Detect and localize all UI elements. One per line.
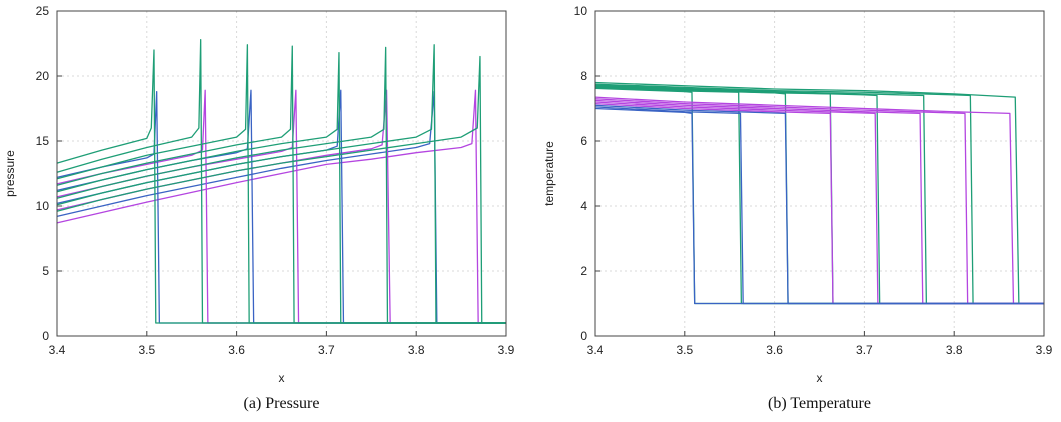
x-tick-label: 3.4 [49, 343, 66, 357]
series-line [56, 55, 506, 324]
temperature-chart: 3.4 3.5 3.6 3.7 3.8 3.9 0 2 4 6 8 10 x temperature (b)… [542, 4, 1053, 412]
chart-caption: (a) Pressure [244, 395, 320, 412]
x-tick-label: 3.7 [856, 343, 873, 357]
y-tick-label: 2 [580, 264, 587, 278]
series-line [594, 96, 1044, 305]
y-tick-label: 25 [36, 4, 50, 18]
series-line [56, 89, 506, 324]
y-tick-label: 10 [574, 4, 588, 18]
x-tick-label: 3.5 [676, 343, 693, 357]
series-line [594, 101, 1044, 305]
x-axis-title: x [817, 371, 823, 385]
series-line [594, 102, 1044, 305]
x-tick-label: 3.5 [138, 343, 155, 357]
pressure-chart: 3.4 3.5 3.6 3.7 3.8 3.9 0 5 10 15 20 25 x pressure (a)… [3, 4, 515, 412]
x-tick-label: 3.8 [946, 343, 963, 357]
series-line [594, 81, 1044, 305]
plot-frame [56, 10, 507, 337]
y-tick-label: 5 [42, 264, 49, 278]
series-line [594, 104, 1044, 305]
series-line [56, 44, 506, 324]
x-tick-label: 3.6 [766, 343, 783, 357]
y-tick-label: 0 [42, 329, 49, 343]
series-line [56, 45, 506, 324]
series-line [56, 51, 506, 324]
y-tick-label: 0 [580, 329, 587, 343]
series-group [56, 38, 506, 324]
y-axis-title: temperature [542, 141, 556, 206]
x-tick-label: 3.9 [1036, 343, 1053, 357]
x-tick-label: 3.4 [587, 343, 604, 357]
y-tick-label: 15 [36, 134, 50, 148]
series-line [594, 106, 1044, 305]
y-tick-label: 4 [580, 199, 587, 213]
series-group [594, 81, 1044, 305]
series-line [594, 83, 1044, 305]
y-axis-title: pressure [3, 150, 17, 197]
series-line [594, 99, 1044, 305]
x-tick-label: 3.7 [318, 343, 335, 357]
x-axis-title: x [279, 371, 285, 385]
chart-caption: (b) Temperature [768, 395, 871, 412]
plot-frame [594, 10, 1045, 337]
x-tick-label: 3.9 [498, 343, 515, 357]
series-line [56, 49, 506, 324]
series-line [594, 107, 1044, 305]
y-tick-label: 6 [580, 134, 587, 148]
series-line [594, 98, 1044, 305]
series-line [56, 46, 506, 324]
x-tick-label: 3.8 [408, 343, 425, 357]
series-line [56, 44, 506, 324]
y-tick-label: 20 [36, 69, 50, 83]
y-tick-label: 8 [580, 69, 587, 83]
y-tick-label: 10 [36, 199, 50, 213]
x-tick-label: 3.6 [228, 343, 245, 357]
series-line [56, 38, 506, 324]
